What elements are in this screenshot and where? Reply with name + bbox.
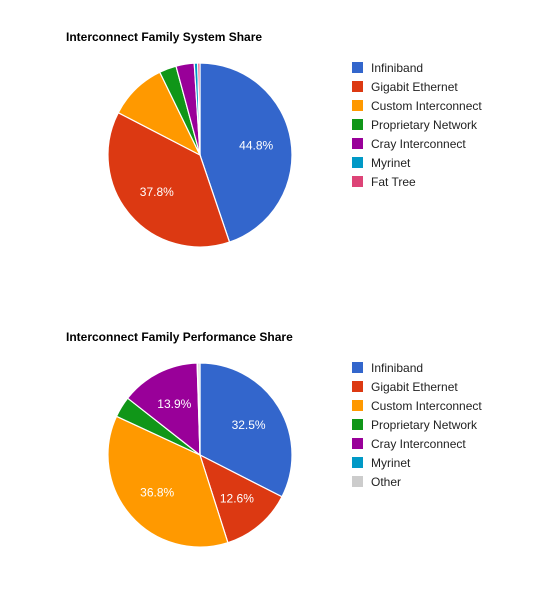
performance-share-chart: Interconnect Family Performance Share 32… xyxy=(0,300,549,590)
pie-slice-fat-tree[interactable] xyxy=(197,62,201,156)
legend-item-custom-interconnect[interactable]: Custom Interconnect xyxy=(352,396,482,415)
legend-item-gigabit-ethernet[interactable]: Gigabit Ethernet xyxy=(352,377,482,396)
legend: Infiniband Gigabit Ethernet Custom Interco… xyxy=(352,58,482,191)
legend-item-cray-interconnect[interactable]: Cray Interconnect xyxy=(352,434,482,453)
legend-item-infiniband[interactable]: Infiniband xyxy=(352,58,482,77)
slice-value-label: 12.6% xyxy=(220,492,254,506)
chart-title: Interconnect Family Performance Share xyxy=(66,330,293,344)
slice-value-label: 32.5% xyxy=(232,418,266,432)
pie-slice-gigabit-ethernet[interactable] xyxy=(198,453,283,544)
legend-swatch xyxy=(352,381,363,392)
slice-value-label: 36.8% xyxy=(140,486,174,500)
legend-swatch xyxy=(352,81,363,92)
pie-chart[interactable]: 44.8% 37.8% xyxy=(100,55,300,255)
legend-label: Custom Interconnect xyxy=(371,398,482,413)
legend-item-proprietary-network[interactable]: Proprietary Network xyxy=(352,115,482,134)
legend-item-proprietary-network[interactable]: Proprietary Network xyxy=(352,415,482,434)
legend-swatch xyxy=(352,176,363,187)
legend-swatch xyxy=(352,138,363,149)
legend-label: Fat Tree xyxy=(371,174,416,189)
slice-value-label: 44.8% xyxy=(239,139,273,153)
legend-label: Infiniband xyxy=(371,360,424,375)
legend-label: Cray Interconnect xyxy=(371,136,466,151)
legend-item-myrinet[interactable]: Myrinet xyxy=(352,153,482,172)
legend-item-gigabit-ethernet[interactable]: Gigabit Ethernet xyxy=(352,77,482,96)
legend-swatch xyxy=(352,457,363,468)
legend-item-custom-interconnect[interactable]: Custom Interconnect xyxy=(352,96,482,115)
pie-slice-custom-interconnect[interactable] xyxy=(107,415,229,548)
legend-swatch xyxy=(352,100,363,111)
legend-label: Infiniband xyxy=(371,60,424,75)
legend-item-myrinet[interactable]: Myrinet xyxy=(352,453,482,472)
pie-slice-infiniband[interactable] xyxy=(199,362,293,498)
slice-value-label: 37.8% xyxy=(140,185,174,199)
pie-slice-other[interactable] xyxy=(197,362,201,456)
chart-title: Interconnect Family System Share xyxy=(66,30,263,44)
legend-item-fat-tree[interactable]: Fat Tree xyxy=(352,172,482,191)
legend-swatch xyxy=(352,419,363,430)
legend-swatch xyxy=(352,476,363,487)
legend-label: Cray Interconnect xyxy=(371,436,466,451)
legend-swatch xyxy=(352,157,363,168)
legend-swatch xyxy=(352,400,363,411)
legend-label: Myrinet xyxy=(371,455,411,470)
system-share-chart: Interconnect Family System Share 44.8% 37… xyxy=(0,0,549,290)
legend-label: Gigabit Ethernet xyxy=(371,79,458,94)
pie-slice-cray-interconnect[interactable] xyxy=(126,362,201,457)
legend-label: Proprietary Network xyxy=(371,417,478,432)
legend-label: Proprietary Network xyxy=(371,117,478,132)
pie-slice-infiniband[interactable] xyxy=(199,62,293,243)
legend-item-infiniband[interactable]: Infiniband xyxy=(352,358,482,377)
legend-label: Gigabit Ethernet xyxy=(371,379,458,394)
slice-value-label: 13.9% xyxy=(157,397,191,411)
legend-item-cray-interconnect[interactable]: Cray Interconnect xyxy=(352,134,482,153)
legend-swatch xyxy=(352,62,363,73)
legend-swatch xyxy=(352,438,363,449)
legend-label: Myrinet xyxy=(371,155,411,170)
legend-swatch xyxy=(352,119,363,130)
legend-swatch xyxy=(352,362,363,373)
pie-chart[interactable]: 32.5% 12.6% 36.8% 13.9% xyxy=(100,355,300,555)
legend-label: Custom Interconnect xyxy=(371,98,482,113)
legend: Infiniband Gigabit Ethernet Custom Interco… xyxy=(352,358,482,491)
legend-item-other[interactable]: Other xyxy=(352,472,482,491)
legend-label: Other xyxy=(371,474,402,489)
pie-slice-gigabit-ethernet[interactable] xyxy=(107,111,231,248)
